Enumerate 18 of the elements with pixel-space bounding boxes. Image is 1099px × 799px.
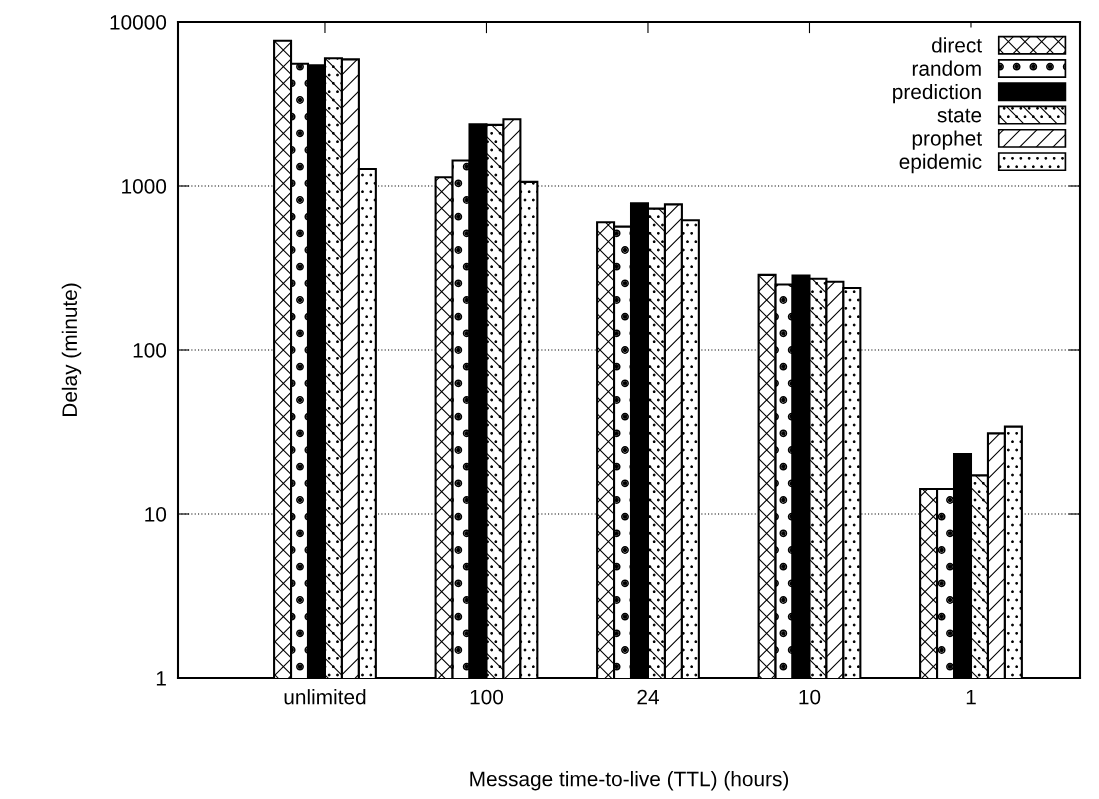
legend-label: random <box>912 60 981 76</box>
x-tick-label: 10 <box>799 689 821 705</box>
y-tick-label: 1 <box>156 671 166 686</box>
x-axis-title: Message time-to-live (TTL) (hours) <box>470 771 789 791</box>
y-tick-label: 10000 <box>110 15 167 30</box>
y-tick-label: 100 <box>133 343 167 358</box>
x-tick-label: 100 <box>470 689 504 705</box>
legend-label: prophet <box>912 130 982 150</box>
y-tick-label: 1000 <box>122 179 167 194</box>
y-tick-label: 10 <box>145 507 167 522</box>
x-tick-label: 24 <box>637 689 659 705</box>
x-tick-label: unlimited <box>284 689 366 705</box>
legend-label: prediction <box>893 83 981 104</box>
x-tick-label: 1 <box>966 689 976 705</box>
y-axis-title: Delay (minute) <box>61 283 82 417</box>
legend-label: direct <box>932 37 982 53</box>
legend-label: state <box>937 108 982 123</box>
legend-label: epidemic <box>899 153 982 174</box>
